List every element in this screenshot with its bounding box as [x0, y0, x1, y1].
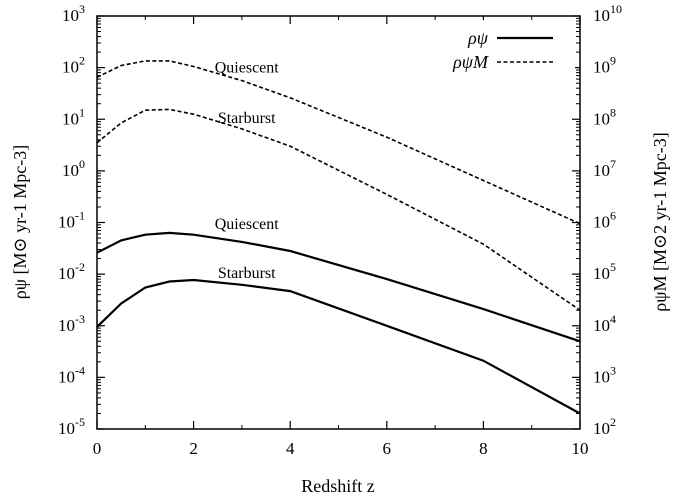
y-right-tick-label: 103 — [593, 363, 616, 386]
y-left-tick-label: 10-4 — [58, 363, 85, 386]
y-right-tick-label: 104 — [593, 312, 616, 335]
x-tick-label: 8 — [479, 439, 488, 458]
series-line — [96, 231, 581, 343]
series-line — [96, 108, 581, 311]
y-right-tick-label: 108 — [593, 105, 616, 128]
series-annotation: Starburst — [218, 265, 276, 282]
annotations-group: Quiescent Starburst Quiescent Starburst — [215, 60, 280, 282]
y-axis-right-label: ρψM [M⊙2 yr-1 Mpc-3] — [650, 132, 670, 311]
y-axis-left-label: ρψ [M⊙ yr-1 Mpc-3] — [10, 145, 30, 299]
y-right-tick-label: 105 — [593, 260, 616, 283]
legend: ρψ ρψM — [430, 20, 575, 72]
series-annotation: Quiescent — [215, 60, 280, 77]
series-annotation: Quiescent — [215, 216, 280, 233]
plot-frame — [96, 15, 581, 430]
y-right-tick-label: 109 — [593, 54, 616, 77]
series-line — [96, 60, 581, 225]
y-left-tick-label: 10-5 — [58, 415, 85, 438]
legend-box — [430, 20, 575, 72]
x-axis-label: Redshift z — [301, 476, 375, 496]
x-tick-label: 10 — [572, 439, 589, 458]
y-left-tick-label: 10-3 — [58, 312, 85, 335]
y-right-tick-label: 102 — [593, 415, 616, 438]
series-group — [96, 60, 581, 415]
y-left-tick-label: 10-2 — [58, 260, 85, 283]
y-left-tick-label: 101 — [62, 105, 85, 128]
plot-frame-group — [96, 15, 581, 430]
series-annotation: Starburst — [218, 110, 276, 127]
y-right-tick-label: 107 — [593, 157, 616, 180]
y-right-tick-label: 106 — [593, 209, 616, 232]
series-line — [96, 278, 581, 415]
x-tick-label: 2 — [189, 439, 198, 458]
y-left-tick-label: 102 — [62, 54, 85, 77]
x-tick-label: 4 — [286, 439, 295, 458]
y-left-tick-label: 103 — [62, 2, 85, 25]
y-left-tick-label: 100 — [62, 157, 85, 180]
x-tick-label: 0 — [93, 439, 102, 458]
legend-label: ρψM — [452, 52, 489, 72]
x-tick-label: 6 — [383, 439, 392, 458]
y-left-tick-label: 10-1 — [58, 209, 85, 232]
y-right-tick-label: 1010 — [593, 2, 622, 25]
legend-label: ρψ — [467, 28, 489, 48]
